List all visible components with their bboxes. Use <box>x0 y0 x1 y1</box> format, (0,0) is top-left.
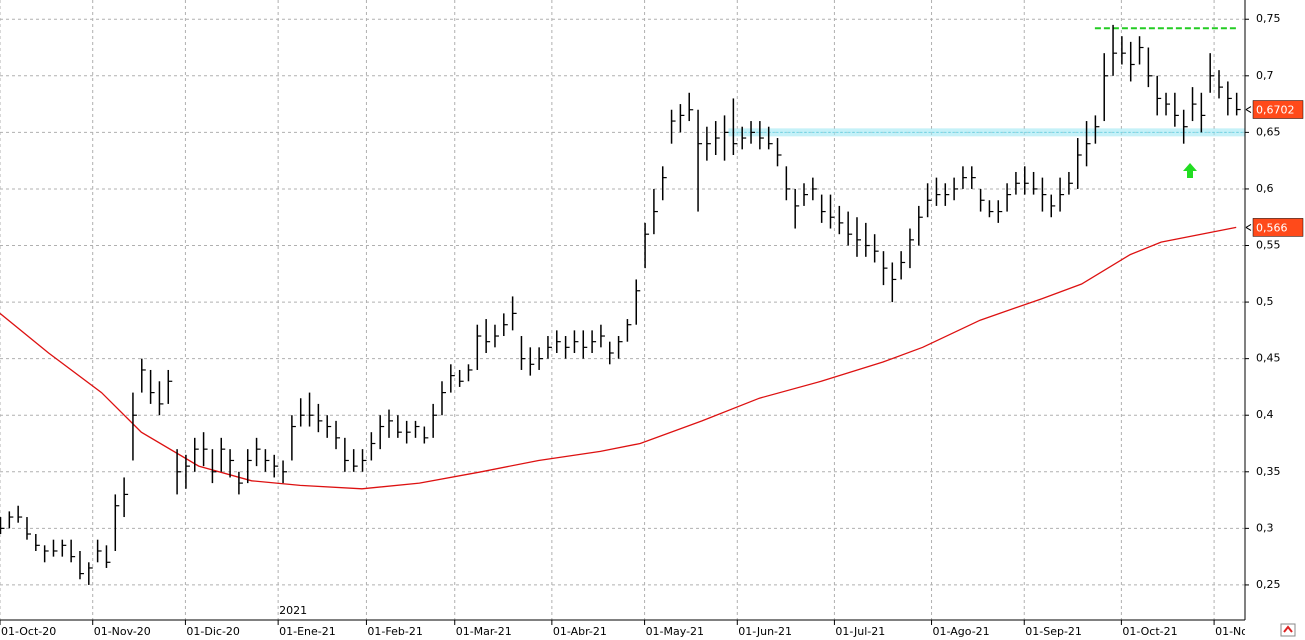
corner-icon <box>1280 623 1296 637</box>
x-tick-label: 01-Dic-20 <box>186 625 240 638</box>
x-tick-label: 01-Oct-20 <box>1 625 56 638</box>
y-tick-label: 0,45 <box>1256 352 1281 365</box>
x-tick-label: 01-Feb-21 <box>367 625 422 638</box>
y-tick-label: 0,55 <box>1256 239 1281 252</box>
x-tick-label: 01-Nov-21 <box>1215 625 1272 638</box>
x-tick-label: 01-Ene-21 <box>279 625 336 638</box>
x-tick-label: 01-May-21 <box>646 625 704 638</box>
x-tick-label: 01-Nov-20 <box>94 625 151 638</box>
right-axis: 0,25 0,3 0,35 0,4 0,45 0,5 0,55 0,6 0,65 0,7 0,75 0… <box>1245 12 1304 591</box>
arrow-icon <box>1183 163 1197 178</box>
y-tick-label: 0,7 <box>1256 69 1274 82</box>
x-tick-label: 01-Mar-21 <box>456 625 512 638</box>
plot-area: 01-Oct-20 01-Nov-20 01-Dic-20 01-Ene-21 01-F… <box>0 0 1272 638</box>
x-tick-label: 01-Jul-21 <box>835 625 885 638</box>
price-label-box <box>1252 100 1304 119</box>
x-tick-label: 01-Jun-21 <box>738 625 792 638</box>
x-tick-label: 01-Oct-21 <box>1122 625 1177 638</box>
price-pointer <box>1245 223 1252 231</box>
year-label: 2021 <box>279 604 307 617</box>
y-tick-label: 0,3 <box>1256 521 1274 534</box>
y-tick-label: 0,6 <box>1256 182 1274 195</box>
support-band <box>728 128 1245 137</box>
price-label: 0,566 <box>1256 221 1288 234</box>
y-tick-label: 0,5 <box>1256 295 1274 308</box>
x-tick-label: 01-Sep-21 <box>1025 625 1082 638</box>
x-tick-label: 01-Ago-21 <box>933 625 990 638</box>
price-pointer <box>1245 106 1252 113</box>
x-tick-label: 01-Abr-21 <box>553 625 607 638</box>
y-tick-label: 0,4 <box>1256 408 1274 421</box>
moving-average <box>0 226 1237 490</box>
y-tick-label: 0,25 <box>1256 578 1281 591</box>
price-label: 0,6702 <box>1256 104 1295 117</box>
y-tick-label: 0,65 <box>1256 125 1281 138</box>
price-label-box <box>1252 218 1304 237</box>
y-tick-label: 0,75 <box>1256 12 1281 25</box>
y-tick-label: 0,35 <box>1256 465 1281 478</box>
